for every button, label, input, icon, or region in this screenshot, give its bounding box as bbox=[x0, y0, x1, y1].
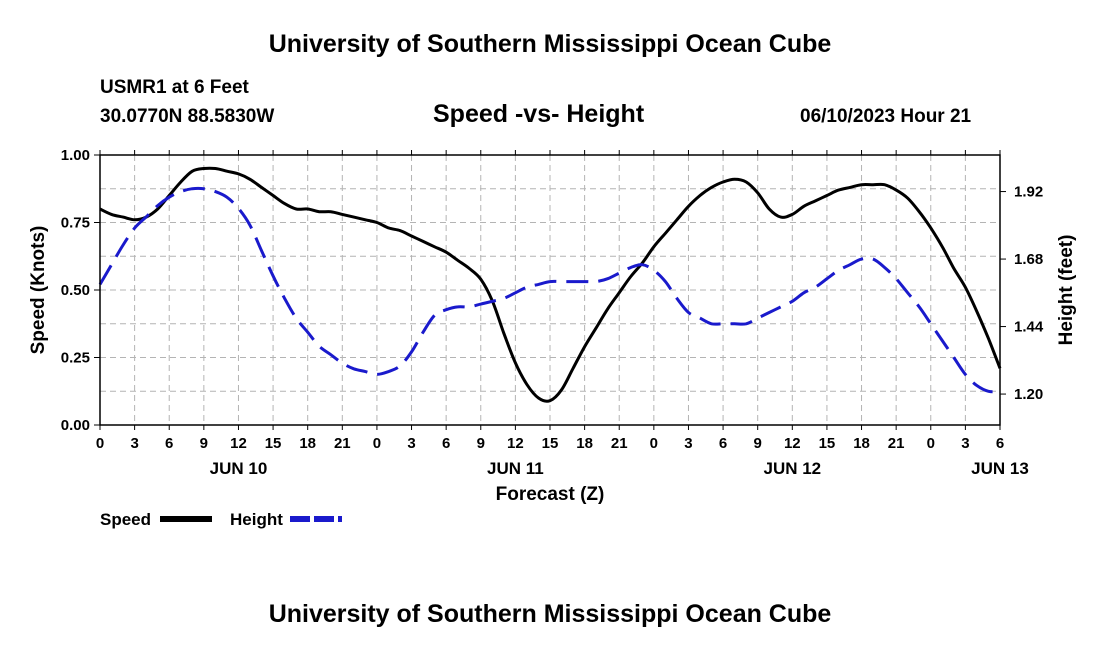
y2-tick-label: 1.44 bbox=[1014, 319, 1044, 336]
x-tick-label: 15 bbox=[542, 435, 559, 452]
y-axis-title: Speed (Knots) bbox=[28, 226, 49, 355]
x-tick-label: 0 bbox=[927, 435, 935, 452]
x-tick-label: 12 bbox=[784, 435, 801, 452]
series-group bbox=[98, 166, 1002, 403]
day-label: JUN 13 bbox=[971, 459, 1029, 478]
x-tick-label: 3 bbox=[130, 435, 138, 452]
station-coordinates: 30.0770N 88.5830W bbox=[100, 106, 275, 127]
axes: 0 3 6 9 12 15 18 21 0 3 6 9 12 15 18 21 0 3 6 9 12 15 18 21 0 3 6 0… bbox=[28, 147, 1077, 505]
x-tick-label: 12 bbox=[507, 435, 524, 452]
series-line-speed bbox=[99, 166, 1002, 403]
x-tick-label: 9 bbox=[477, 435, 485, 452]
legend-label-height: Height bbox=[230, 510, 283, 529]
y2-tick-label: 1.92 bbox=[1014, 184, 1043, 201]
x-tick-label: 3 bbox=[961, 435, 969, 452]
y2-tick-label: 1.68 bbox=[1014, 251, 1043, 268]
x-tick-label: 0 bbox=[96, 435, 104, 452]
x-tick-label: 18 bbox=[299, 435, 316, 452]
x-tick-label: 6 bbox=[165, 435, 173, 452]
series-line-height bbox=[98, 186, 1001, 394]
y-tick-label: 0.00 bbox=[61, 417, 90, 434]
page-title: University of Southern Mississippi Ocean… bbox=[268, 30, 832, 58]
footer-title: University of Southern Mississippi Ocean… bbox=[268, 600, 832, 628]
x-tick-label: 21 bbox=[334, 435, 351, 452]
x-tick-label: 18 bbox=[853, 435, 870, 452]
y2-tick-label: 1.20 bbox=[1014, 386, 1043, 403]
y-tick-label: 1.00 bbox=[61, 147, 90, 164]
forecast-datetime: 06/10/2023 Hour 21 bbox=[800, 106, 972, 127]
day-label: JUN 12 bbox=[763, 459, 821, 478]
x-tick-label: 6 bbox=[442, 435, 450, 452]
x-tick-label: 21 bbox=[888, 435, 905, 452]
x-tick-label: 6 bbox=[996, 435, 1004, 452]
x-tick-label: 3 bbox=[684, 435, 692, 452]
legend: Speed Height bbox=[100, 510, 342, 529]
y-tick-label: 0.25 bbox=[61, 350, 90, 367]
chart-title: Speed -vs- Height bbox=[433, 100, 645, 128]
x-tick-label: 9 bbox=[754, 435, 762, 452]
x-tick-label: 15 bbox=[265, 435, 282, 452]
legend-label-speed: Speed bbox=[100, 510, 151, 529]
day-label: JUN 10 bbox=[210, 459, 268, 478]
x-axis-title: Forecast (Z) bbox=[496, 484, 605, 505]
x-tick-label: 18 bbox=[576, 435, 593, 452]
x-tick-label: 3 bbox=[407, 435, 415, 452]
grid-lines bbox=[100, 155, 1000, 425]
y2-axis-title: Height (feet) bbox=[1056, 235, 1077, 346]
station-label: USMR1 at 6 Feet bbox=[100, 77, 249, 98]
x-tick-label: 9 bbox=[200, 435, 208, 452]
x-tick-label: 0 bbox=[373, 435, 381, 452]
day-label: JUN 11 bbox=[487, 459, 544, 478]
x-tick-label: 15 bbox=[819, 435, 836, 452]
x-tick-label: 12 bbox=[230, 435, 247, 452]
x-tick-label: 6 bbox=[719, 435, 727, 452]
y-tick-label: 0.75 bbox=[61, 215, 90, 232]
x-tick-label: 21 bbox=[611, 435, 628, 452]
y-tick-label: 0.50 bbox=[61, 282, 90, 299]
x-tick-label: 0 bbox=[650, 435, 658, 452]
